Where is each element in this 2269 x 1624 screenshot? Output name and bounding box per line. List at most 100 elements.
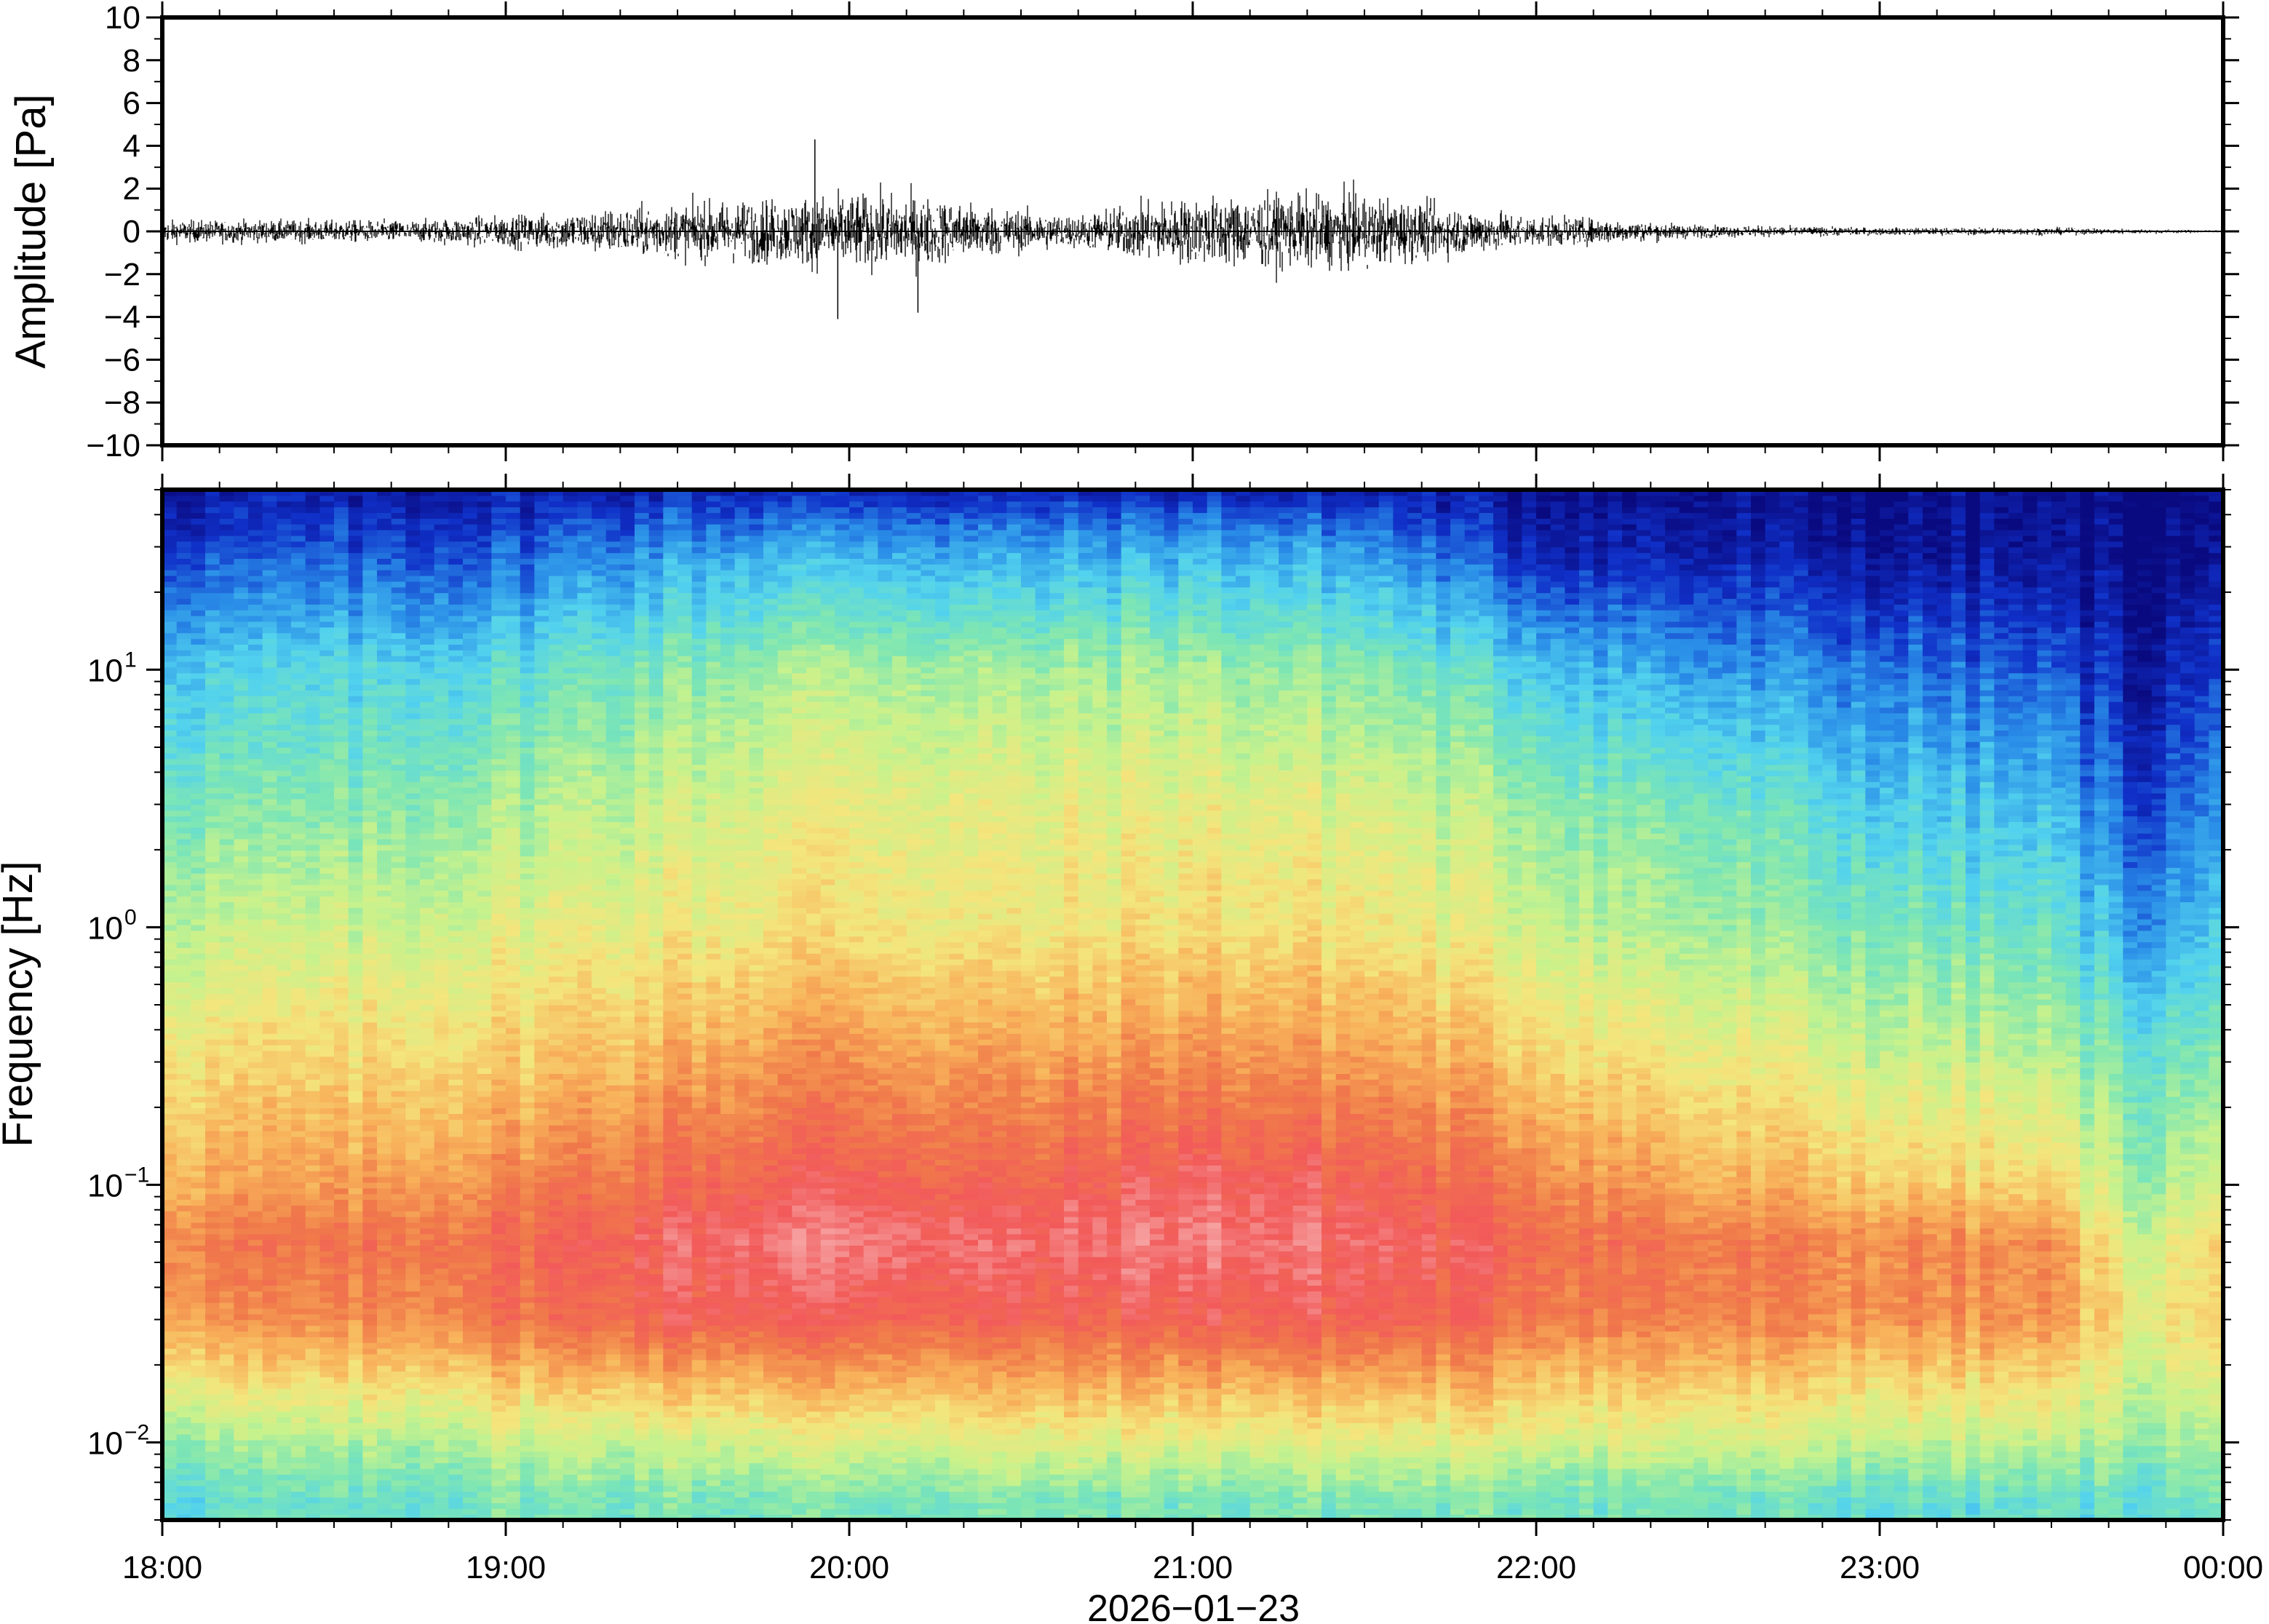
spectrogram-cell — [1536, 1480, 1551, 1486]
spectrogram-cell — [1565, 1440, 1579, 1446]
spectrogram-cell — [1493, 1371, 1508, 1377]
spectrogram-cell — [1178, 1400, 1193, 1406]
spectrogram-cell — [592, 1486, 606, 1492]
spectrogram-cell — [892, 1417, 907, 1422]
spectrogram-cell — [1393, 1480, 1407, 1486]
spectrogram-cell — [1264, 1480, 1279, 1486]
spectrogram-cell — [792, 1468, 806, 1474]
spectrogram-cell — [1193, 1474, 1207, 1480]
spectrogram-cell — [1665, 1412, 1680, 1417]
spectrogram-cell — [405, 1326, 420, 1332]
spectrogram-cell — [649, 1474, 664, 1480]
spectrogram-cell — [1178, 1480, 1193, 1486]
spectrogram-cell — [1064, 1342, 1078, 1348]
spectrogram-cell — [1078, 1326, 1093, 1332]
spectrogram-cell — [1393, 1326, 1407, 1332]
spectrogram-cell — [792, 1371, 806, 1377]
spectrogram-cell — [1722, 1508, 1737, 1514]
spectrogram-cell — [1665, 1388, 1680, 1394]
spectrogram-cell — [1608, 1502, 1622, 1508]
spectrogram-cell — [205, 1497, 220, 1503]
spectrogram-cell — [592, 1452, 606, 1457]
spectrogram-cell — [349, 1412, 363, 1417]
spectrogram-cell — [2166, 1331, 2180, 1337]
spectrogram-cell — [534, 1486, 549, 1492]
spectrogram-cell — [1236, 1497, 1250, 1503]
spectrogram-cell — [963, 1406, 978, 1412]
spectrogram-cell — [1221, 1497, 1236, 1503]
spectrogram-cell — [620, 1394, 635, 1400]
spectrogram-cell — [1193, 1348, 1207, 1354]
spectrogram-cell — [778, 1360, 792, 1366]
spectrogram-cell — [405, 1406, 420, 1412]
spectrogram-cell — [1279, 1366, 1293, 1372]
spectrogram-cell — [1622, 1360, 1637, 1366]
spectrogram-cell — [1336, 1422, 1351, 1428]
spectrogram-cell — [1837, 1462, 1851, 1468]
spectrogram-cell — [220, 1428, 234, 1434]
spectrogram-cell — [1393, 1462, 1407, 1468]
spectrogram-cell — [2152, 1388, 2166, 1394]
spectrogram-cell — [1465, 1497, 1479, 1503]
spectrogram-cell — [1966, 1354, 1980, 1360]
spectrogram-cell — [1794, 1371, 1808, 1377]
spectrogram-cell — [1680, 1366, 1694, 1372]
spectrogram-cell — [1364, 1326, 1379, 1332]
spectrogram-cell — [1493, 1422, 1508, 1428]
spectrogram-cell — [1923, 1377, 1937, 1382]
spectrogram-cell — [993, 1382, 1007, 1388]
spectrogram-cell — [1006, 1468, 1021, 1474]
spectrogram-cell — [950, 1457, 964, 1462]
spectrogram-cell — [1551, 1428, 1565, 1434]
spectrogram-cell — [1680, 1326, 1694, 1332]
spectrogram-cell — [1736, 1468, 1751, 1474]
spectrogram-cell — [907, 1508, 921, 1514]
spectrogram-cell — [835, 1337, 849, 1342]
spectrogram-cell — [1264, 1394, 1279, 1400]
spectrogram-cell — [448, 1406, 463, 1412]
spectrogram-cell — [334, 1394, 349, 1400]
spectrogram-cell — [1307, 1400, 1322, 1406]
spectrogram-cell — [2123, 1422, 2137, 1428]
spectrogram-cell — [1565, 1480, 1579, 1486]
spectrogram-cell — [191, 1331, 205, 1337]
spectrogram-cell — [978, 1337, 993, 1342]
spectrogram-cell — [1250, 1371, 1265, 1377]
spectrogram-cell — [1650, 1434, 1665, 1440]
spectrogram-cell — [1422, 1388, 1436, 1394]
spectrogram-cell — [1121, 1446, 1136, 1452]
spectrogram-cell — [2066, 1502, 2081, 1508]
spectrogram-cell — [2195, 1400, 2209, 1406]
spectrogram-cell — [177, 1388, 191, 1394]
spectrogram-cell — [735, 1331, 750, 1337]
spectrogram-cell — [1693, 1492, 1708, 1497]
spectrogram-cell — [706, 1440, 720, 1446]
spectrogram-cell — [1135, 1348, 1150, 1354]
spectrogram-cell — [2080, 1348, 2094, 1354]
spectrogram-cell — [1164, 1428, 1179, 1434]
spectrogram-cell — [1436, 1492, 1450, 1497]
spectrogram-cell — [1393, 1337, 1407, 1342]
spectrogram-cell — [635, 1331, 649, 1337]
spectrogram-cell — [1264, 1377, 1279, 1382]
spectrogram-cell — [277, 1492, 291, 1497]
spectrogram-cell — [1092, 1388, 1107, 1394]
spectrogram-cell — [1980, 1502, 1995, 1508]
spectrogram-cell — [1665, 1354, 1680, 1360]
spectrogram-cell — [1092, 1452, 1107, 1457]
spectrogram-cell — [162, 1348, 177, 1354]
spectrogram-cell — [205, 1480, 220, 1486]
spectrogram-cell — [1637, 1406, 1651, 1412]
spectrogram-cell — [1951, 1480, 1966, 1486]
spectrogram-cell — [1178, 1422, 1193, 1428]
spectrogram-cell — [921, 1457, 935, 1462]
spectrogram-cell — [2037, 1440, 2051, 1446]
spectrogram-cell — [835, 1428, 849, 1434]
spectrogram-cell — [1680, 1486, 1694, 1492]
spectrogram-cell — [1364, 1371, 1379, 1377]
spectrogram-cell — [663, 1480, 677, 1486]
spectrogram-cell — [1923, 1382, 1937, 1388]
spectrogram-cell — [792, 1486, 806, 1492]
spectrogram-cell — [663, 1457, 677, 1462]
